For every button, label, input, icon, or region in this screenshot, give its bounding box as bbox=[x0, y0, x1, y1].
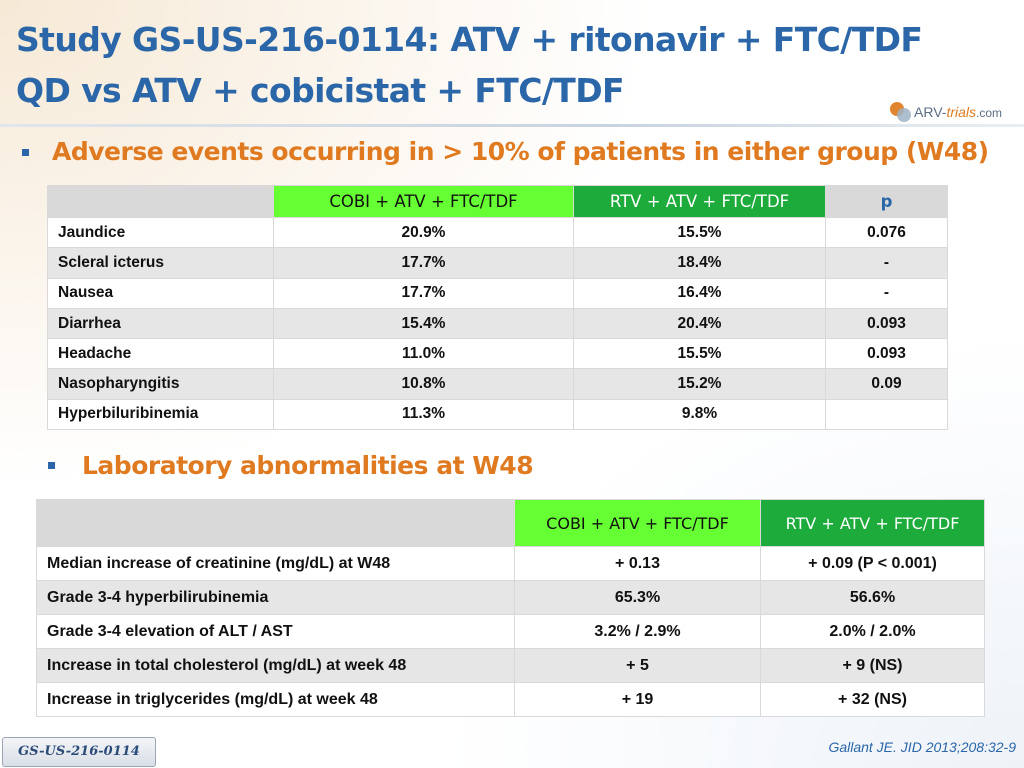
adverse-events-table: COBI + ATV + FTC/TDF RTV + ATV + FTC/TDF… bbox=[47, 185, 948, 431]
rtv-value: + 0.09 (P < 0.001) bbox=[760, 546, 985, 581]
header-cell-empty bbox=[36, 499, 515, 547]
cobi-value: + 19 bbox=[514, 682, 761, 717]
table-row: Median increase of creatinine (mg/dL) at… bbox=[36, 546, 985, 581]
row-label: Jaundice bbox=[47, 216, 274, 249]
header-cell-cobi: COBI + ATV + FTC/TDF bbox=[273, 185, 574, 218]
row-label: Hyperbiluribinemia bbox=[47, 398, 274, 431]
p-value: 0.093 bbox=[825, 307, 948, 340]
logo-text: ARV-trials.com bbox=[914, 104, 1003, 120]
p-value bbox=[825, 398, 948, 431]
bullet-square-icon bbox=[48, 462, 55, 469]
rtv-value: + 32 (NS) bbox=[760, 682, 985, 717]
cobi-value: 10.8% bbox=[273, 368, 574, 400]
table-row: Grade 3-4 elevation of ALT / AST 3.2% / … bbox=[36, 614, 985, 649]
adverse-events-heading: Adverse events occurring in > 10% of pat… bbox=[52, 137, 989, 166]
rtv-value: 15.2% bbox=[573, 368, 826, 400]
header-cell-p: p bbox=[825, 185, 948, 218]
row-label: Nausea bbox=[47, 277, 274, 309]
cobi-value: 11.0% bbox=[273, 338, 574, 370]
rtv-value: 18.4% bbox=[573, 247, 826, 279]
lab-abnormalities-table: COBI + ATV + FTC/TDF RTV + ATV + FTC/TDF… bbox=[36, 499, 985, 717]
rtv-value: 15.5% bbox=[573, 216, 826, 249]
cobi-value: 20.9% bbox=[273, 216, 574, 249]
cobi-value: 17.7% bbox=[273, 277, 574, 309]
header-cell-cobi: COBI + ATV + FTC/TDF bbox=[514, 499, 761, 547]
table-header-row: COBI + ATV + FTC/TDF RTV + ATV + FTC/TDF bbox=[36, 499, 985, 547]
p-value: 0.076 bbox=[825, 216, 948, 249]
row-label: Grade 3-4 hyperbilirubinemia bbox=[36, 580, 515, 615]
study-tag: GS-US-216-0114 bbox=[2, 737, 156, 767]
header-cell-empty bbox=[47, 185, 274, 218]
bullet-square-icon bbox=[22, 149, 29, 156]
rtv-value: 20.4% bbox=[573, 307, 826, 340]
slide-title: Study GS-US-216-0114: ATV + ritonavir + … bbox=[16, 14, 923, 116]
table-row: Scleral icterus 17.7% 18.4% - bbox=[47, 247, 948, 279]
p-value: 0.093 bbox=[825, 338, 948, 370]
cobi-value: 3.2% / 2.9% bbox=[514, 614, 761, 649]
row-label: Grade 3-4 elevation of ALT / AST bbox=[36, 614, 515, 649]
row-label: Increase in total cholesterol (mg/dL) at… bbox=[36, 648, 515, 683]
table-header-row: COBI + ATV + FTC/TDF RTV + ATV + FTC/TDF… bbox=[47, 185, 948, 218]
table-row: Hyperbiluribinemia 11.3% 9.8% bbox=[47, 398, 948, 431]
p-value: - bbox=[825, 277, 948, 309]
rtv-value: 15.5% bbox=[573, 338, 826, 370]
cobi-value: 11.3% bbox=[273, 398, 574, 431]
rtv-value: 9.8% bbox=[573, 398, 826, 431]
p-value: 0.09 bbox=[825, 368, 948, 400]
cobi-value: + 0.13 bbox=[514, 546, 761, 581]
table-row: Nasopharyngitis 10.8% 15.2% 0.09 bbox=[47, 368, 948, 400]
rtv-value: 16.4% bbox=[573, 277, 826, 309]
rtv-value: 2.0% / 2.0% bbox=[760, 614, 985, 649]
row-label: Scleral icterus bbox=[47, 247, 274, 279]
cobi-value: 65.3% bbox=[514, 580, 761, 615]
slide-title-line-1: Study GS-US-216-0114: ATV + ritonavir + … bbox=[16, 20, 923, 59]
row-label: Nasopharyngitis bbox=[47, 368, 274, 400]
cobi-value: 17.7% bbox=[273, 247, 574, 279]
table-row: Jaundice 20.9% 15.5% 0.076 bbox=[47, 216, 948, 249]
logo-mark-icon bbox=[888, 100, 912, 124]
lab-abnormalities-heading: Laboratory abnormalities at W48 bbox=[82, 451, 534, 480]
header-cell-rtv: RTV + ATV + FTC/TDF bbox=[760, 499, 985, 547]
arv-trials-logo: ARV-trials.com bbox=[888, 98, 1018, 126]
table-row: Grade 3-4 hyperbilirubinemia 65.3% 56.6% bbox=[36, 580, 985, 615]
rtv-value: 56.6% bbox=[760, 580, 985, 615]
table-row: Increase in triglycerides (mg/dL) at wee… bbox=[36, 682, 985, 717]
title-divider bbox=[0, 124, 1024, 127]
p-value: - bbox=[825, 247, 948, 279]
rtv-value: + 9 (NS) bbox=[760, 648, 985, 683]
row-label: Diarrhea bbox=[47, 307, 274, 340]
cobi-value: 15.4% bbox=[273, 307, 574, 340]
row-label: Headache bbox=[47, 338, 274, 370]
row-label: Increase in triglycerides (mg/dL) at wee… bbox=[36, 682, 515, 717]
table-row: Nausea 17.7% 16.4% - bbox=[47, 277, 948, 309]
table-row: Headache 11.0% 15.5% 0.093 bbox=[47, 338, 948, 370]
row-label: Median increase of creatinine (mg/dL) at… bbox=[36, 546, 515, 581]
table-row: Diarrhea 15.4% 20.4% 0.093 bbox=[47, 307, 948, 340]
slide-title-line-2: QD vs ATV + cobicistat + FTC/TDF bbox=[16, 71, 625, 110]
table-row: Increase in total cholesterol (mg/dL) at… bbox=[36, 648, 985, 683]
header-cell-rtv: RTV + ATV + FTC/TDF bbox=[573, 185, 826, 218]
cobi-value: + 5 bbox=[514, 648, 761, 683]
citation: Gallant JE. JID 2013;208:32-9 bbox=[828, 739, 1016, 755]
